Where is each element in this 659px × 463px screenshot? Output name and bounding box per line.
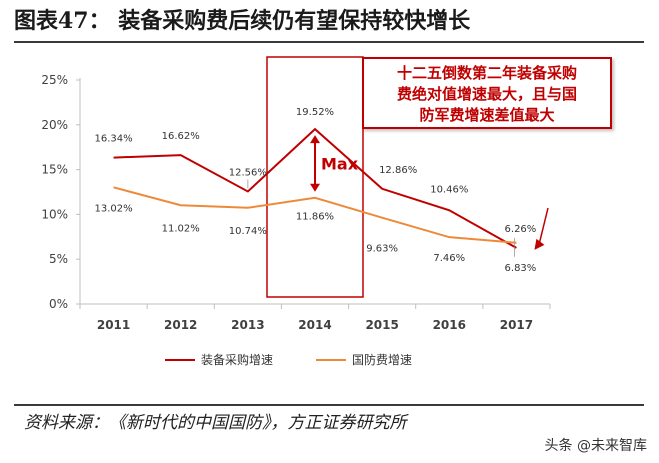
y-tick-label: 0%: [49, 297, 68, 311]
series-line-1: [113, 127, 517, 249]
legend: 装备采购增速 国防费增速: [165, 352, 412, 367]
source-note: 资料来源：《新时代的中国国防》，方正证券研究所: [24, 413, 407, 433]
x-tick-label: 2011: [97, 318, 130, 332]
series-layer: [113, 127, 517, 249]
data-label-s1: 12.86%: [379, 165, 417, 176]
title-divider: [14, 41, 644, 43]
data-label-s2: 11.86%: [296, 212, 334, 223]
y-tick-label: 25%: [41, 73, 68, 87]
data-label-layer: 16.34% 16.62% 12.56% 19.52% 12.86% 10.46% 6.26…: [95, 107, 537, 274]
data-label-s2: 6.83%: [505, 263, 537, 274]
data-label-s2: 9.63%: [366, 244, 398, 255]
x-tick-label: 2016: [433, 318, 466, 332]
figure-title: 图表47： 装备采购费后续仍有望保持较快增长: [14, 8, 471, 34]
data-label-s2: 13.02%: [95, 203, 133, 214]
line-chart: 0%5%10%15%20%25% 2011 2012 2013 2014 2015 201…: [41, 56, 551, 367]
y-axis-ticks: 0% 5% 10% 15% 20% 25%: [41, 73, 68, 311]
data-label-s2: 10.74%: [229, 226, 267, 237]
legend-label-2: 国防费增速: [352, 352, 412, 367]
x-tick-label: 2012: [164, 318, 197, 332]
data-label-s1: 16.34%: [95, 134, 133, 145]
highlight-2014-box: [266, 56, 364, 298]
y-tick-label: 15%: [41, 163, 68, 177]
y-tick-label: 10%: [41, 207, 68, 221]
max-arrow-head-down: [310, 183, 320, 192]
end-arrow-head: [534, 238, 545, 250]
grid-layer: [76, 78, 551, 309]
end-point-arrow: [534, 207, 549, 250]
x-tick-label: 2015: [365, 318, 398, 332]
source-divider: [14, 404, 644, 406]
data-label-s1: 10.46%: [430, 184, 468, 195]
x-tick-label: 2017: [500, 318, 533, 332]
watermark: 头条 @未来智库: [544, 438, 647, 454]
x-tick-label: 2014: [298, 318, 331, 332]
data-label-s1: 19.52%: [296, 107, 334, 118]
x-axis-ticks: 2011 2012 2013 2014 2015 2016 2017: [97, 318, 533, 332]
callout-line-1: 十二五倒数第二年装备采购: [396, 64, 577, 82]
callout-box: 十二五倒数第二年装备采购 费绝对值增速最大，且与国 防军费增速差值最大: [362, 57, 612, 129]
data-label-s1: 6.26%: [505, 224, 537, 235]
data-label-s1: 16.62%: [162, 131, 200, 142]
series-line-2: [113, 186, 517, 244]
data-label-s2: 11.02%: [162, 223, 200, 234]
end-arrow-shaft: [538, 207, 549, 244]
data-label-s2: 7.46%: [433, 253, 465, 264]
y-tick-label: 5%: [49, 252, 68, 266]
x-tick-label: 2013: [231, 318, 264, 332]
legend-label-1: 装备采购增速: [201, 352, 273, 367]
max-arrow-head-up: [310, 135, 320, 144]
callout-line-2: 费绝对值增速最大，且与国: [396, 85, 577, 103]
callout-line-3: 防军费增速差值最大: [419, 106, 555, 124]
max-gap-arrow: [310, 135, 320, 192]
max-label: Max: [321, 154, 359, 173]
data-label-s1: 12.56%: [229, 167, 267, 178]
y-tick-label: 20%: [41, 118, 68, 132]
